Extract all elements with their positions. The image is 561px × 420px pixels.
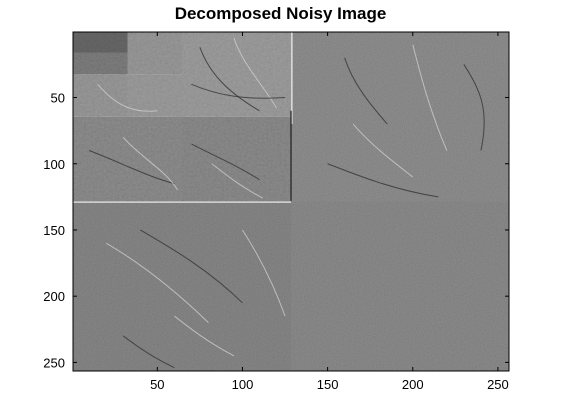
decomposed-image (73, 32, 509, 371)
edge-detail-curve (191, 83, 286, 99)
edge-detail-curve (122, 335, 175, 369)
subband-level1-diagonal-texture (291, 201, 509, 371)
x-tick-label: 150 (317, 377, 339, 392)
subband-level3-diagonal-texture (127, 74, 182, 117)
y-tick-label: 250 (43, 355, 65, 370)
subband-level2-vertical-texture (73, 116, 182, 202)
subband-level3-vertical-texture (73, 74, 128, 117)
figure-title: Decomposed Noisy Image (174, 4, 387, 23)
edge-detail-curve (242, 229, 286, 317)
edge-detail-curve (105, 242, 209, 324)
x-tick-label: 100 (232, 377, 254, 392)
subband-level2-diagonal-texture (182, 116, 291, 202)
edge-detail-curve (191, 143, 260, 181)
y-tick-label: 200 (43, 289, 65, 304)
edge-detail-curve (344, 57, 388, 125)
subband-approximation-texture (73, 32, 128, 75)
edge-detail-curve (211, 163, 264, 199)
edge-detail-curve (122, 136, 179, 191)
edge-detail-curve (199, 47, 260, 112)
x-tick-label: 200 (402, 377, 424, 392)
y-axis: 50 100 150 200 250 (43, 91, 509, 370)
subband-level1-horizontal-texture (291, 32, 509, 202)
x-tick-label: 50 (150, 377, 164, 392)
edge-detail-curve (463, 64, 485, 151)
y-tick-label: 100 (43, 157, 65, 172)
edge-detail-curve (174, 315, 235, 357)
edge-detail-curve (327, 163, 439, 198)
edge-detail-curve (97, 83, 158, 112)
approximation-detail (73, 32, 128, 53)
edge-detail-curve (233, 37, 277, 109)
y-tick-label: 150 (43, 223, 65, 238)
edge-detail-curve (352, 123, 414, 178)
y-tick-label: 50 (51, 91, 65, 106)
subband-level1-vertical-texture (73, 201, 291, 371)
axes-frame (72, 31, 510, 372)
x-tick-label: 250 (487, 377, 509, 392)
edge-detail-curve (88, 150, 175, 185)
edge-detail-curve (140, 229, 243, 304)
edge-detail-curve (412, 44, 448, 151)
subband-level3-horizontal-texture (127, 32, 182, 75)
x-axis: 50 100 150 200 250 (150, 32, 509, 392)
